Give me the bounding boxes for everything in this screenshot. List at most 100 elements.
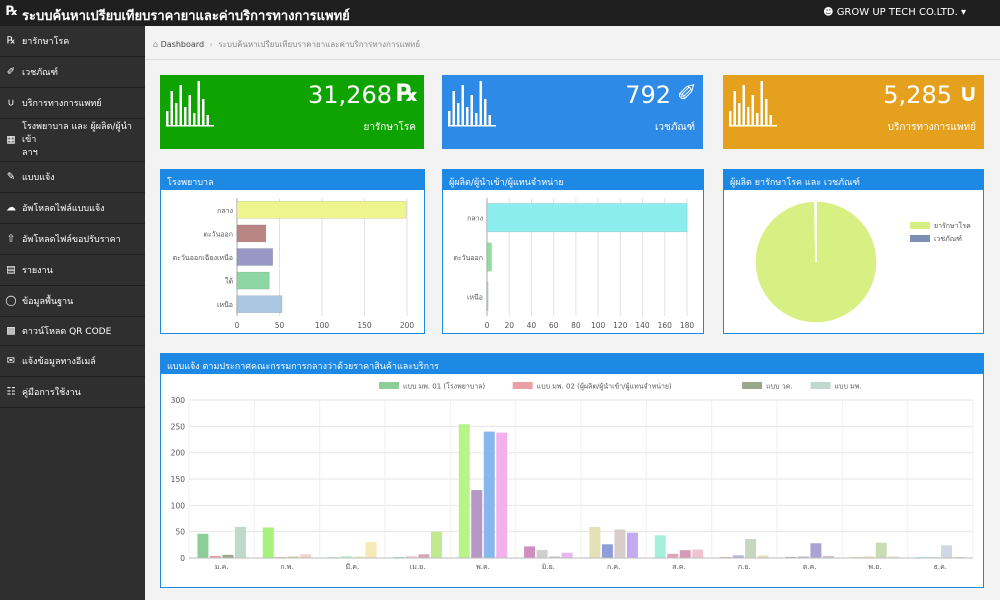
x-tick-label: 60: [549, 321, 559, 330]
sparkline-bar: [769, 115, 772, 125]
bar: [430, 531, 442, 558]
bar: [486, 203, 688, 233]
bar: [471, 490, 483, 558]
sparkline-bar: [193, 113, 196, 125]
panel-hospitals: โรงพยาบาล 0 50 100 150 200 กลาง ตะวันออก ตะวันอ…: [160, 169, 425, 334]
bar: [536, 550, 548, 558]
bar: [888, 556, 900, 558]
breadcrumb-current: ระบบค้นหาเปรียบเทียบราคายาและค่าบริการทา…: [218, 40, 421, 49]
sidebar-item-medical-supplies[interactable]: ✐ เวชภัณฑ์: [0, 57, 145, 88]
cloud-upload-icon: ☁: [6, 202, 16, 214]
sidebar-item-label: ยารักษาโรค: [22, 37, 70, 47]
sparkline-bar: [488, 115, 491, 125]
sidebar-item-upload-price[interactable]: ⇧ อัพโหลดไฟล์ขอปรับราคา: [0, 224, 145, 255]
bar: [626, 532, 638, 558]
bar: [328, 556, 340, 558]
sparkline-bar: [751, 95, 754, 125]
sparkline-bar: [747, 107, 750, 125]
bar: [234, 526, 246, 558]
bar: [496, 432, 508, 558]
sidebar-item-label-cont: ลาฯ: [22, 147, 38, 158]
sidebar-item-forms[interactable]: ✎ แบบแจ้ง: [0, 162, 145, 193]
sparkline-bar: [742, 85, 745, 125]
sidebar-item-upload-forms[interactable]: ☁ อัพโหลดไฟล์แบบแจ้ง: [0, 193, 145, 224]
legend-swatch: [910, 222, 930, 229]
sidebar-item-hospitals-manufacturers[interactable]: ▦ โรงพยาบาล และ ผู้ผลิต/ผู้นำเข้า ลาฯ: [0, 119, 145, 162]
sidebar-item-email[interactable]: ✉ แจ้งข้อมูลทางอีเมล์: [0, 346, 145, 377]
rx-icon: ℞: [6, 35, 16, 47]
bar: [405, 555, 417, 558]
stethoscope-icon: ∪: [7, 97, 15, 109]
y-tick-label: ตะวันออกเฉียงเหนือ: [173, 254, 233, 262]
bar: [236, 224, 267, 243]
manufacturers-bar-chart: 0 20 40 60 80 100 120 140 160 180 กลางตะวันออกเหนื…: [453, 198, 694, 330]
sidebar-item-drugs[interactable]: ℞ ยารักษาโรค: [0, 26, 145, 57]
bar: [654, 535, 666, 558]
bar: [863, 556, 875, 558]
sparkline-baseline: [448, 125, 496, 127]
sidebar-item-label: แจ้งข้อมูลทางอีเมล์: [22, 357, 96, 367]
sparkline-bar: [184, 107, 187, 125]
x-tick-label: 100: [591, 321, 606, 330]
main-content: ⌂ Dashboard › ระบบค้นหาเปรียบเทียบราคายา…: [145, 26, 1000, 600]
user-menu[interactable]: ☻ GROW UP TECH CO.LTD. ▾: [823, 7, 966, 18]
sparkline-bar: [206, 115, 209, 125]
sidebar-item-label: อัพโหลดไฟล์แบบแจ้ง: [22, 204, 105, 214]
legend-swatch: [910, 235, 930, 242]
sidebar-item-master-data[interactable]: ◯ ข้อมูลพื้นฐาน: [0, 286, 145, 317]
sidebar-item-manual[interactable]: ☷ คู่มือการใช้งาน: [0, 377, 145, 408]
bar: [340, 555, 352, 558]
stat-label: บริการทางการแพทย์: [887, 122, 976, 133]
y-tick-label: กลาง: [217, 207, 233, 215]
report-icon: ▤: [6, 264, 16, 276]
breadcrumb-home[interactable]: Dashboard: [160, 40, 205, 49]
bar: [524, 546, 536, 558]
legend-swatch: [379, 382, 399, 389]
sidebar: ℞ ยารักษาโรค ✐ เวชภัณฑ์ ∪ บริการทางการแพทย์…: [0, 26, 145, 600]
sparkline-bar: [760, 81, 763, 125]
bar: [785, 556, 797, 558]
sparkline-bar: [457, 103, 460, 125]
email-icon: ✉: [6, 355, 16, 367]
x-tick-label: พ.ย.: [868, 563, 881, 571]
bar: [614, 529, 626, 558]
stat-card-drugs[interactable]: 31,268 ℞ ยารักษาโรค: [160, 75, 424, 149]
sparkline-bar: [461, 85, 464, 125]
sidebar-item-label-wrap: โรงพยาบาล และ ผู้ผลิต/ผู้นำเข้า ลาฯ: [22, 121, 145, 160]
stat-card-medical-services[interactable]: 5,285 ∪ บริการทางการแพทย์: [723, 75, 984, 149]
sparkline-bar: [729, 111, 732, 125]
bar: [236, 295, 283, 313]
bar: [365, 542, 377, 558]
sparkline-baseline: [166, 125, 214, 127]
sparkline-bar: [202, 99, 205, 125]
rx-icon: ℞: [396, 79, 418, 107]
y-tick-label: เหนือ: [467, 293, 483, 301]
y-tick-label: ตะวันออก: [453, 254, 483, 262]
bar: [300, 554, 312, 558]
hospitals-bar-chart: 0 50 100 150 200 กลางตะวันออกตะวันออกเฉียงเหน…: [173, 198, 414, 330]
sidebar-item-medical-services[interactable]: ∪ บริการทางการแพทย์: [0, 88, 145, 119]
sparkline-bar: [738, 103, 741, 125]
bar: [732, 555, 744, 558]
breadcrumb-separator: ›: [209, 40, 213, 49]
y-tick-label: ตะวันออก: [203, 230, 233, 238]
x-tick-label: 120: [613, 321, 628, 330]
sidebar-item-qrcode[interactable]: ▩ ดาวน์โหลด QR CODE: [0, 317, 145, 346]
manual-icon: ☷: [6, 386, 16, 398]
x-tick-label: ก.ย.: [738, 563, 751, 571]
x-tick-label: 160: [658, 321, 673, 330]
bar: [850, 556, 862, 558]
x-tick-label: 100: [315, 321, 330, 330]
database-icon: ◯: [5, 295, 17, 307]
x-tick-label: มี.ค.: [345, 563, 359, 571]
monthly-forms-bar-chart: แบบ มพ. 01 (โรงพยาบาล) แบบ มพ. 02 (ผู้ผลิ…: [171, 382, 974, 571]
stat-value: 792: [625, 81, 671, 109]
stat-card-medical-supplies[interactable]: 792 ✐ เวชภัณฑ์: [442, 75, 703, 149]
bar: [236, 201, 407, 219]
sidebar-item-reports[interactable]: ▤ รายงาน: [0, 255, 145, 286]
stat-value: 31,268: [308, 81, 392, 109]
breadcrumb: ⌂ Dashboard › ระบบค้นหาเปรียบเทียบราคายา…: [145, 26, 1000, 60]
legend-label: แบบ มพ. 01 (โรงพยาบาล): [403, 382, 485, 391]
bar: [810, 543, 822, 558]
